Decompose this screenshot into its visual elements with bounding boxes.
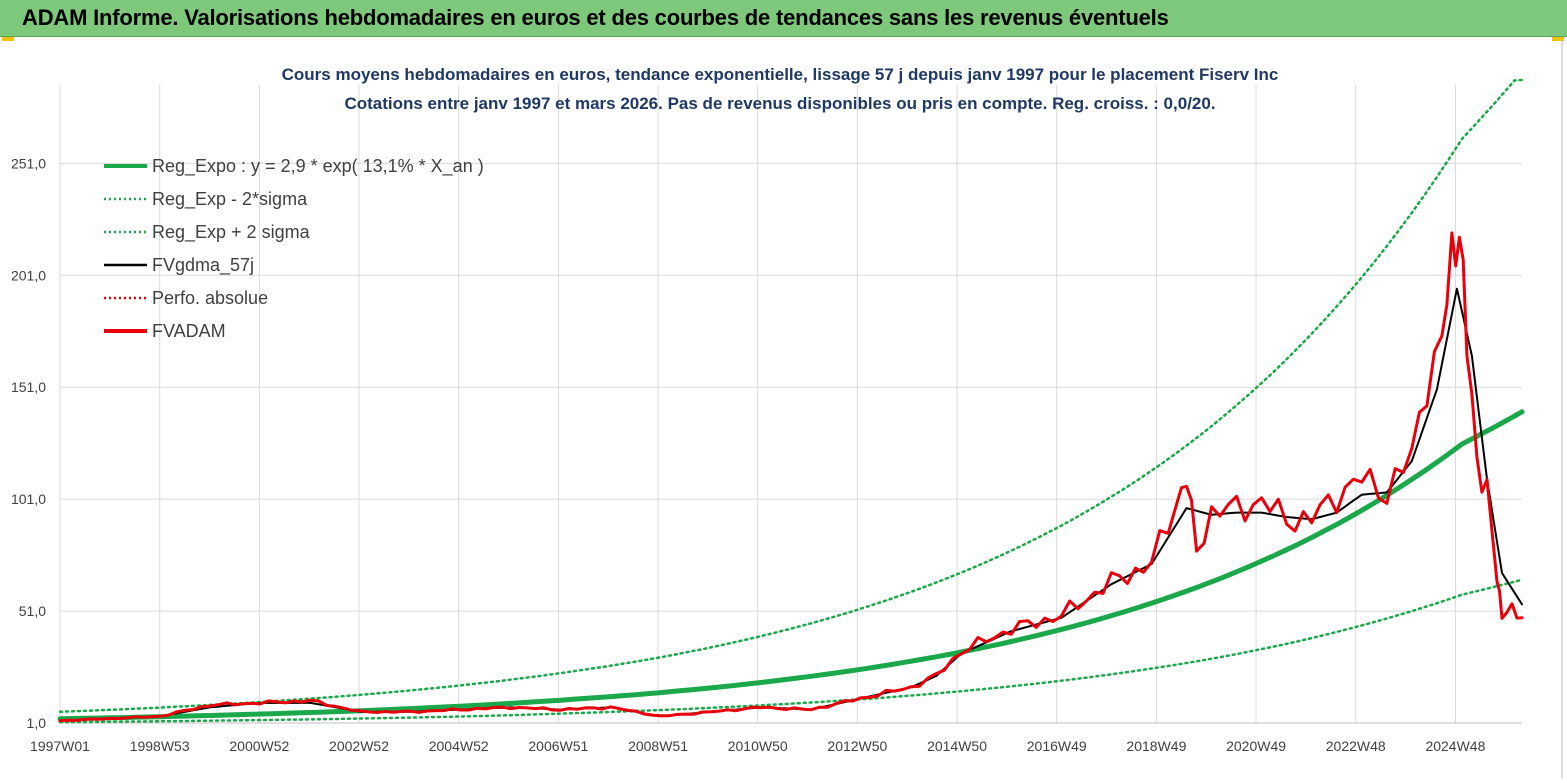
x-tick-label: 2010W50 [728, 738, 788, 754]
x-tick-label: 2000W52 [229, 738, 289, 754]
y-tick-label: 201,0 [11, 267, 46, 283]
lower-band-line [58, 578, 1524, 724]
trend-line [57, 409, 1525, 722]
x-tick-label: 2014W50 [927, 738, 987, 754]
upper-band-line [58, 78, 1524, 714]
legend-label: Reg_Expo : y = 2,9 * exp( 13,1% * X_an ) [152, 156, 484, 177]
legend-label: FVgdma_57j [152, 255, 254, 276]
y-tick-label: 51,0 [19, 603, 46, 619]
x-tick-label: 2022W48 [1326, 738, 1386, 754]
legend-label: FVADAM [152, 321, 226, 341]
legend-label: Perfo. absolue [152, 288, 268, 308]
x-tick-label: 1998W53 [130, 738, 190, 754]
report-title: ADAM Informe. Valorisations hebdomadaire… [22, 5, 1169, 30]
legend-label: Reg_Exp - 2*sigma [152, 189, 308, 210]
report-banner: ADAM Informe. Valorisations hebdomadaire… [0, 0, 1567, 37]
legend-label: Reg_Exp + 2 sigma [152, 222, 311, 243]
frame-marker-right [1552, 37, 1564, 41]
x-tick-label: 2008W51 [628, 738, 688, 754]
x-tick-label: 2012W50 [827, 738, 887, 754]
y-tick-label: 1,0 [27, 715, 47, 731]
x-tick-label: 2020W49 [1226, 738, 1286, 754]
x-tick-label: 1997W01 [30, 738, 90, 754]
x-tick-label: 2018W49 [1126, 738, 1186, 754]
x-tick-label: 2006W51 [528, 738, 588, 754]
x-tick-label: 2024W48 [1425, 738, 1485, 754]
y-tick-label: 101,0 [11, 491, 46, 507]
smoothed-line [59, 287, 1523, 722]
adam-line [58, 231, 1524, 723]
frame-marker-left [2, 37, 14, 41]
chart-title: Cours moyens hebdomadaires en euros, ten… [282, 65, 1279, 84]
x-tick-label: 2004W52 [429, 738, 489, 754]
x-tick-label: 2002W52 [329, 738, 389, 754]
chart-subtitle: Cotations entre janv 1997 et mars 2026. … [344, 94, 1215, 113]
y-tick-label: 251,0 [11, 155, 46, 171]
y-tick-label: 151,0 [11, 379, 46, 395]
x-tick-label: 2016W49 [1027, 738, 1087, 754]
